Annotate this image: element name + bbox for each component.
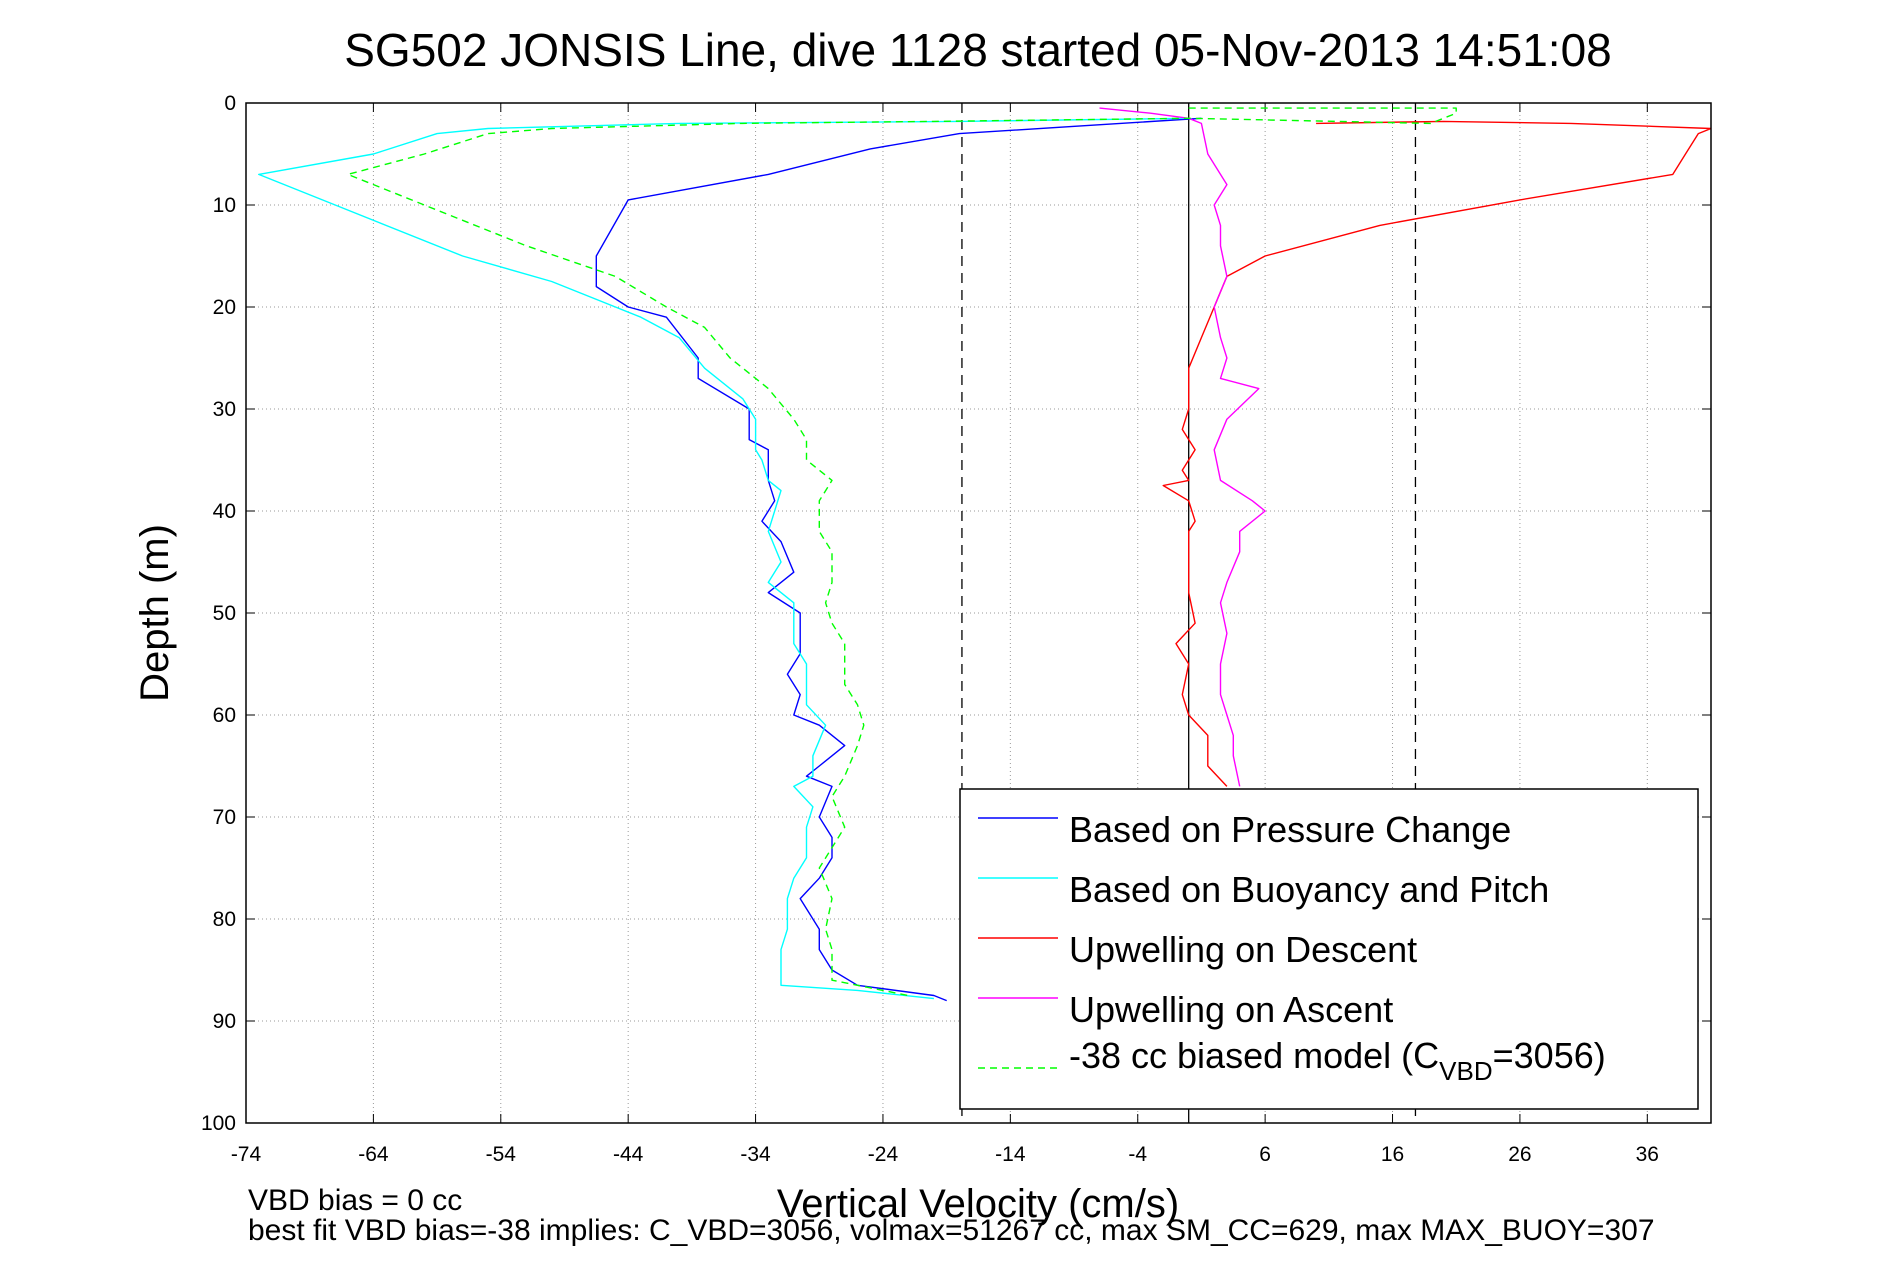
- legend-label-buoyancy: Based on Buoyancy and Pitch: [1069, 869, 1549, 910]
- x-tick-labels: -74 -64 -54 -44 -34 -24 -14 -4 6 16 26 36: [231, 1143, 1659, 1166]
- x-tick-label: -44: [613, 1143, 644, 1166]
- y-tick-label: 80: [213, 908, 236, 931]
- y-tick-label: 10: [213, 194, 236, 217]
- x-tick-label: -4: [1128, 1143, 1147, 1166]
- y-tick-label: 20: [213, 296, 236, 319]
- x-tick-label: 36: [1636, 1143, 1659, 1166]
- chart-title: SG502 JONSIS Line, dive 1128 started 05-…: [344, 24, 1612, 76]
- footer-line-2: best fit VBD bias=-38 implies: C_VBD=305…: [248, 1214, 1655, 1247]
- y-tick-label: 50: [213, 602, 236, 625]
- legend-label-model-subscript: VBD: [1439, 1056, 1492, 1086]
- y-tick-label: 70: [213, 806, 236, 829]
- x-tick-label: -74: [231, 1143, 262, 1166]
- y-tick-label: 30: [213, 398, 236, 421]
- x-tick-label: -24: [868, 1143, 899, 1166]
- legend-label-model-tail: =3056): [1493, 1035, 1606, 1076]
- x-tick-label: 26: [1508, 1143, 1531, 1166]
- y-tick-labels: 0 10 20 30 40 50 60 70 80 90 100: [201, 92, 236, 1135]
- y-tick-label: 0: [224, 92, 236, 115]
- series-group: [258, 107, 1711, 1002]
- series-pressure-change-line: [595, 117, 1202, 1002]
- legend-label-model-main: -38 cc biased model (C: [1069, 1035, 1439, 1076]
- legend-box: [959, 788, 1699, 1110]
- legend-label-descent: Upwelling on Descent: [1069, 929, 1417, 970]
- footer-line-1: VBD bias = 0 cc: [248, 1184, 462, 1217]
- y-tick-label: 100: [201, 1112, 236, 1135]
- x-tick-label: -14: [995, 1143, 1026, 1166]
- legend-label-ascent: Upwelling on Ascent: [1069, 989, 1393, 1030]
- x-tick-label: -34: [740, 1143, 771, 1166]
- y-tick-label: 40: [213, 500, 236, 523]
- legend-label-model: -38 cc biased model (CVBD=3056): [1069, 1035, 1606, 1086]
- x-axis-label: Vertical Velocity (cm/s): [777, 1182, 1179, 1226]
- x-tick-label: -64: [358, 1143, 389, 1166]
- x-tick-label: -54: [486, 1143, 517, 1166]
- plot-frame: [245, 102, 1712, 1124]
- y-tick-label: 90: [213, 1010, 236, 1033]
- series-biased-model-line: [347, 107, 1457, 997]
- x-tick-label: 16: [1381, 1143, 1404, 1166]
- y-tick-label: 60: [213, 704, 236, 727]
- y-axis-label: Depth (m): [133, 524, 177, 702]
- series-upwelling-descent-line: [1162, 120, 1711, 787]
- series-upwelling-ascent-line: [1099, 107, 1266, 787]
- legend-label-pressure: Based on Pressure Change: [1069, 809, 1511, 850]
- x-tick-label: 6: [1259, 1143, 1271, 1166]
- series-buoyancy-pitch-line: [258, 117, 1189, 1000]
- legend: Based on Pressure Change Based on Buoyan…: [959, 788, 1699, 1110]
